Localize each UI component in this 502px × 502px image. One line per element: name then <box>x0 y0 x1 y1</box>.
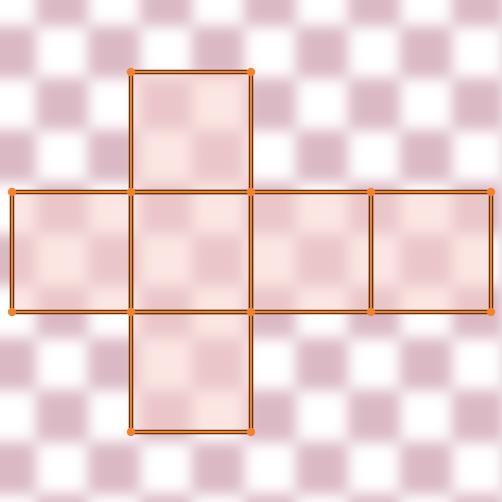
checker-tile <box>348 494 400 502</box>
checker-tile <box>400 78 452 130</box>
checker-tile <box>0 0 36 26</box>
checker-tile <box>452 130 502 182</box>
vertex-point[interactable] <box>246 187 256 197</box>
checker-tile <box>36 0 88 26</box>
vertex-point[interactable] <box>7 187 17 197</box>
checker-tile <box>0 78 36 130</box>
checker-tile <box>400 26 452 78</box>
checker-tile <box>296 390 348 442</box>
checker-tile <box>452 78 502 130</box>
checker-tile <box>192 26 244 78</box>
checker-tile <box>452 26 502 78</box>
checker-tile <box>140 0 192 26</box>
faces-layer <box>12 72 491 432</box>
vertex-point[interactable] <box>366 187 376 197</box>
checker-tile <box>452 338 502 390</box>
checker-tile <box>348 338 400 390</box>
vertex-point[interactable] <box>246 67 256 77</box>
checker-tile <box>452 442 502 494</box>
checker-tile <box>140 494 192 502</box>
checker-tile <box>296 78 348 130</box>
checker-tile <box>400 390 452 442</box>
checker-tile <box>348 130 400 182</box>
face-edge-bottom <box>129 310 253 434</box>
vertex-point[interactable] <box>7 307 17 317</box>
checker-tile <box>400 494 452 502</box>
checker-tile <box>36 338 88 390</box>
checker-tile <box>192 442 244 494</box>
checker-tile <box>296 442 348 494</box>
checker-tile <box>192 0 244 26</box>
checker-tile <box>296 130 348 182</box>
vertex-point[interactable] <box>246 427 256 437</box>
checker-tile <box>400 338 452 390</box>
checker-tile <box>88 494 140 502</box>
checker-tile <box>348 390 400 442</box>
vertex-point[interactable] <box>126 67 136 77</box>
checker-tile <box>88 442 140 494</box>
vertex-point[interactable] <box>366 307 376 317</box>
vertex-point[interactable] <box>126 307 136 317</box>
checker-tile <box>140 442 192 494</box>
checker-tile <box>348 78 400 130</box>
vertex-point[interactable] <box>486 307 496 317</box>
face-edge-back <box>369 190 493 314</box>
checker-tile <box>348 0 400 26</box>
checker-tile <box>88 0 140 26</box>
checker-tile <box>244 442 296 494</box>
checker-tile <box>0 130 36 182</box>
checker-tile <box>348 442 400 494</box>
checker-tile <box>36 26 88 78</box>
checker-tile <box>348 26 400 78</box>
checker-tile <box>452 494 502 502</box>
checker-tile <box>0 26 36 78</box>
checker-tile <box>36 442 88 494</box>
face-back <box>371 192 491 312</box>
checker-tile <box>36 78 88 130</box>
checker-tile <box>244 494 296 502</box>
vertex-point[interactable] <box>126 187 136 197</box>
vertices-layer <box>7 67 496 437</box>
checker-tile <box>452 390 502 442</box>
vertex-point[interactable] <box>486 187 496 197</box>
checker-tile <box>0 338 36 390</box>
vertex-point[interactable] <box>246 307 256 317</box>
checker-tile <box>0 494 36 502</box>
checker-tile <box>296 0 348 26</box>
checker-tile <box>400 130 452 182</box>
checker-tile <box>0 442 36 494</box>
checker-tile <box>400 442 452 494</box>
checker-tile <box>244 0 296 26</box>
face-front <box>131 192 251 312</box>
checker-tile <box>400 0 452 26</box>
checker-tile <box>0 390 36 442</box>
vertex-point[interactable] <box>126 427 136 437</box>
checker-tile <box>36 494 88 502</box>
checker-tile <box>36 130 88 182</box>
face-right <box>251 192 371 312</box>
edges-layer <box>9 69 494 435</box>
face-left <box>12 192 131 312</box>
checker-tile <box>192 494 244 502</box>
checker-tile <box>140 26 192 78</box>
face-top <box>131 72 251 192</box>
checker-tile <box>36 390 88 442</box>
checker-tile <box>296 26 348 78</box>
checker-tile <box>296 338 348 390</box>
checker-tile <box>296 494 348 502</box>
face-bottom <box>131 312 251 432</box>
checker-tile <box>452 0 502 26</box>
